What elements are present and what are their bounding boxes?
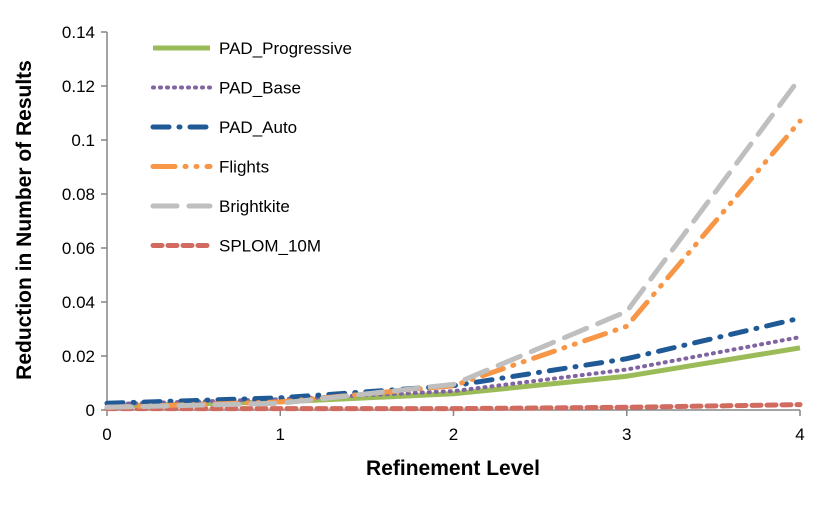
legend-item: Flights bbox=[150, 158, 269, 177]
legend-item: PAD_Progressive bbox=[153, 39, 352, 58]
legend-label: Brightkite bbox=[219, 197, 290, 216]
legend-item: PAD_Auto bbox=[150, 118, 297, 137]
legend-label: PAD_Progressive bbox=[219, 39, 352, 58]
x-tick-label: 1 bbox=[276, 425, 285, 444]
series-line-pad-progressive bbox=[106, 345, 801, 409]
legend-label: PAD_Auto bbox=[219, 118, 297, 137]
y-tick-label: 0 bbox=[86, 401, 95, 420]
series-line-brightkite bbox=[104, 75, 803, 410]
series-line-pad-auto bbox=[104, 315, 803, 406]
y-tick-label: 0.1 bbox=[71, 131, 95, 150]
x-tick-label: 4 bbox=[795, 425, 804, 444]
legend-label: Flights bbox=[219, 158, 269, 177]
x-tick-label: 2 bbox=[449, 425, 458, 444]
y-tick-label: 0.08 bbox=[62, 185, 95, 204]
y-tick-label: 0.14 bbox=[62, 23, 95, 42]
x-tick-label: 0 bbox=[102, 425, 111, 444]
y-tick-label: 0.12 bbox=[62, 77, 95, 96]
x-axis-label: Refinement Level bbox=[366, 457, 540, 480]
y-tick-label: 0.06 bbox=[62, 239, 95, 258]
legend: PAD_Progressive PAD_Base PAD_Auto Flights Br… bbox=[150, 39, 352, 256]
legend-label: SPLOM_10M bbox=[219, 237, 321, 256]
axes: 0 0.02 0.04 0.06 0.08 0.1 0.12 0.14 0 1 2 3 4 bbox=[62, 23, 805, 444]
y-tick-label: 0.04 bbox=[62, 293, 95, 312]
series-line-pad-base bbox=[105, 335, 802, 407]
x-tick-label: 3 bbox=[622, 425, 631, 444]
legend-item: SPLOM_10M bbox=[150, 237, 321, 256]
y-axis-label: Reduction in Number of Results bbox=[13, 60, 36, 380]
series-line-splom-10m bbox=[104, 402, 803, 412]
series-lines bbox=[104, 75, 803, 412]
legend-label: PAD_Base bbox=[219, 79, 301, 98]
y-tick-label: 0.02 bbox=[62, 347, 95, 366]
legend-item: Brightkite bbox=[150, 197, 290, 216]
legend-item: PAD_Base bbox=[151, 79, 301, 98]
